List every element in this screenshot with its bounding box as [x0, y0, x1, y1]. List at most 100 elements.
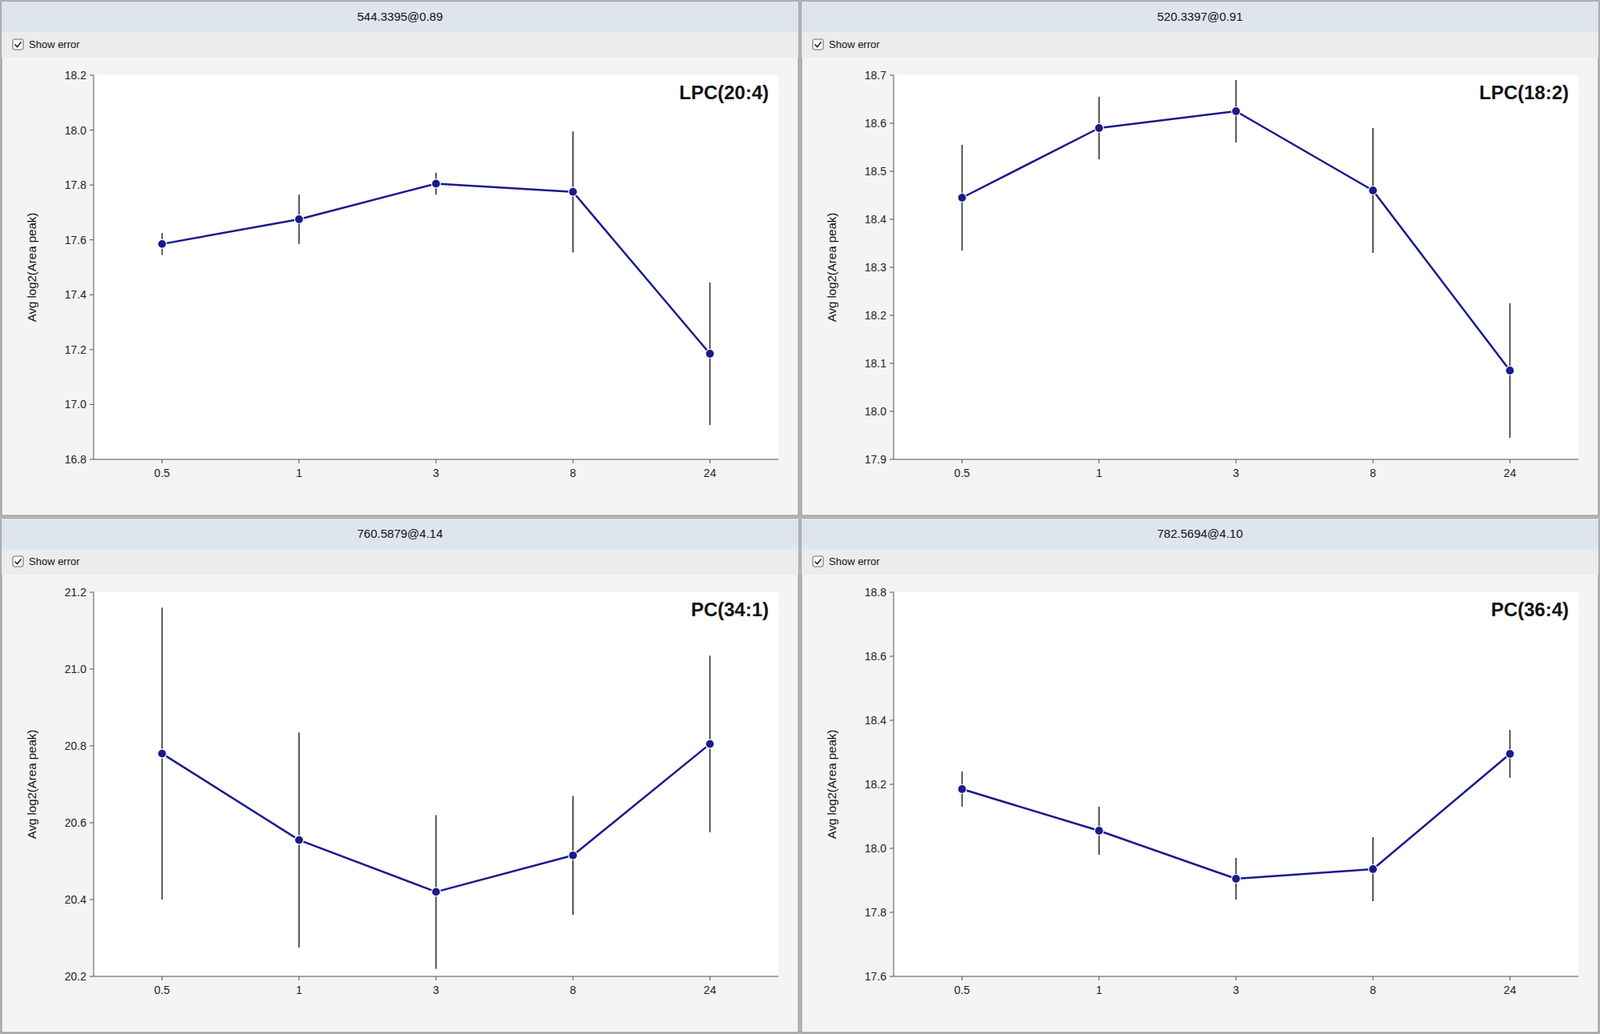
checkbox-label[interactable]: Show error: [28, 38, 80, 51]
y-tick-label: 18.7: [864, 68, 887, 82]
title-bar: [801, 518, 1599, 549]
y-axis: 20.220.420.620.821.021.2Avg log2(Area pe…: [24, 585, 94, 983]
x-axis: 0.513824: [93, 976, 779, 996]
y-tick: [889, 848, 894, 849]
data-point: [1232, 874, 1241, 884]
y-tick-label: 18.3: [864, 260, 887, 274]
x-axis: 0.513824: [893, 459, 1579, 480]
x-tick-label: 0.5: [154, 466, 171, 480]
y-tick: [89, 239, 94, 240]
y-tick: [89, 822, 94, 824]
y-tick: [889, 784, 894, 785]
checkbox-label[interactable]: Show error: [828, 38, 880, 51]
y-axis-line: [93, 592, 95, 976]
chart-window: 760.5879@4.14 Show error 20.220.420.620.82…: [1, 518, 799, 1032]
y-axis-label: Avg log2(Area peak): [24, 729, 39, 839]
y-tick-label: 18.2: [64, 68, 87, 82]
toolbar: [801, 32, 1599, 58]
y-tick: [889, 219, 894, 220]
checkbox-label[interactable]: Show error: [28, 555, 80, 568]
figure-background: [0, 0, 1600, 1034]
y-tick-label: 17.8: [864, 905, 887, 919]
y-axis: 17.918.018.118.218.318.418.518.618.7Avg …: [824, 68, 894, 466]
y-tick: [889, 171, 894, 172]
y-tick: [89, 129, 94, 131]
y-tick: [889, 267, 894, 268]
x-tick: [1236, 459, 1237, 464]
checkbox[interactable]: [12, 556, 24, 567]
checkbox-check: [15, 559, 22, 564]
y-tick-label: 18.2: [864, 777, 887, 791]
y-tick-label: 18.4: [864, 212, 887, 226]
data-point: [1368, 186, 1378, 196]
y-tick: [89, 745, 94, 747]
x-tick: [1236, 976, 1237, 980]
window-background: [801, 518, 1599, 1032]
figure: 544.3395@0.89Show error16.817.017.217.41…: [0, 0, 1600, 1034]
toolbar: [1, 32, 799, 58]
y-axis: 16.817.017.217.417.617.818.018.2Avg log2…: [24, 68, 94, 466]
y-axis-line: [893, 75, 895, 460]
y-tick-label: 17.4: [64, 288, 87, 301]
checkbox[interactable]: [812, 556, 824, 567]
y-tick: [889, 976, 894, 977]
y-tick-label: 20.6: [64, 816, 87, 829]
data-point: [1505, 749, 1515, 759]
chart-title: 760.5879@4.14: [357, 526, 444, 540]
toolbar: [801, 548, 1599, 575]
x-tick: [1372, 459, 1374, 464]
y-tick-label: 17.2: [64, 343, 87, 356]
x-axis: 0.513824: [93, 459, 779, 480]
x-tick-label: 3: [432, 983, 440, 996]
x-tick: [961, 976, 963, 980]
y-axis-label: Avg log2(Area peak): [24, 212, 39, 322]
y-tick-label: 18.6: [864, 649, 887, 663]
x-tick-label: 3: [1232, 466, 1240, 480]
checkbox-label[interactable]: Show error: [828, 555, 880, 568]
y-tick-label: 18.4: [864, 713, 887, 727]
x-tick: [1098, 459, 1100, 464]
data-point: [1094, 124, 1104, 133]
data-point: [294, 215, 304, 224]
data-point: [157, 748, 167, 758]
checkbox-check: [815, 559, 822, 564]
x-tick: [572, 976, 574, 980]
data-point: [1232, 107, 1241, 116]
y-tick-label: 20.2: [64, 969, 87, 983]
data-point: [568, 187, 578, 196]
x-tick-label: 0.5: [154, 983, 171, 996]
data-layer: [957, 729, 1515, 901]
chart-title: 544.3395@0.89: [357, 9, 444, 24]
y-axis: 17.617.818.018.218.418.618.8Avg log2(Are…: [824, 585, 894, 983]
checkbox[interactable]: [812, 39, 824, 50]
x-tick-label: 3: [1232, 983, 1240, 996]
data-point: [432, 887, 441, 896]
y-tick: [89, 899, 94, 900]
y-tick-label: 17.8: [64, 178, 87, 192]
data-layer: [157, 131, 715, 425]
y-tick-label: 21.2: [64, 585, 87, 599]
data-point: [157, 239, 167, 248]
y-tick: [89, 184, 94, 186]
y-tick: [89, 668, 94, 670]
data-layer: [957, 80, 1515, 438]
y-tick: [889, 411, 894, 412]
y-tick: [889, 656, 894, 657]
x-tick-label: 1: [1096, 466, 1103, 480]
x-tick: [1372, 976, 1374, 980]
toolbar: [1, 548, 799, 575]
x-tick: [436, 459, 437, 464]
data-point: [1094, 826, 1104, 836]
annotation: PC(36:4): [1491, 598, 1569, 620]
x-tick: [1509, 976, 1511, 980]
chart-title: 782.5694@4.10: [1157, 526, 1244, 540]
title-bar: [1, 518, 799, 549]
chart-window: 520.3397@0.91Show error17.918.018.118.21…: [801, 1, 1599, 516]
y-tick: [889, 315, 894, 316]
checkbox[interactable]: [12, 39, 24, 50]
chart-title: 520.3397@0.91: [1157, 9, 1244, 24]
y-tick-label: 17.9: [864, 452, 887, 466]
y-tick-label: 18.0: [864, 841, 887, 855]
x-tick-label: 0.5: [954, 983, 971, 996]
x-tick: [1509, 459, 1511, 464]
